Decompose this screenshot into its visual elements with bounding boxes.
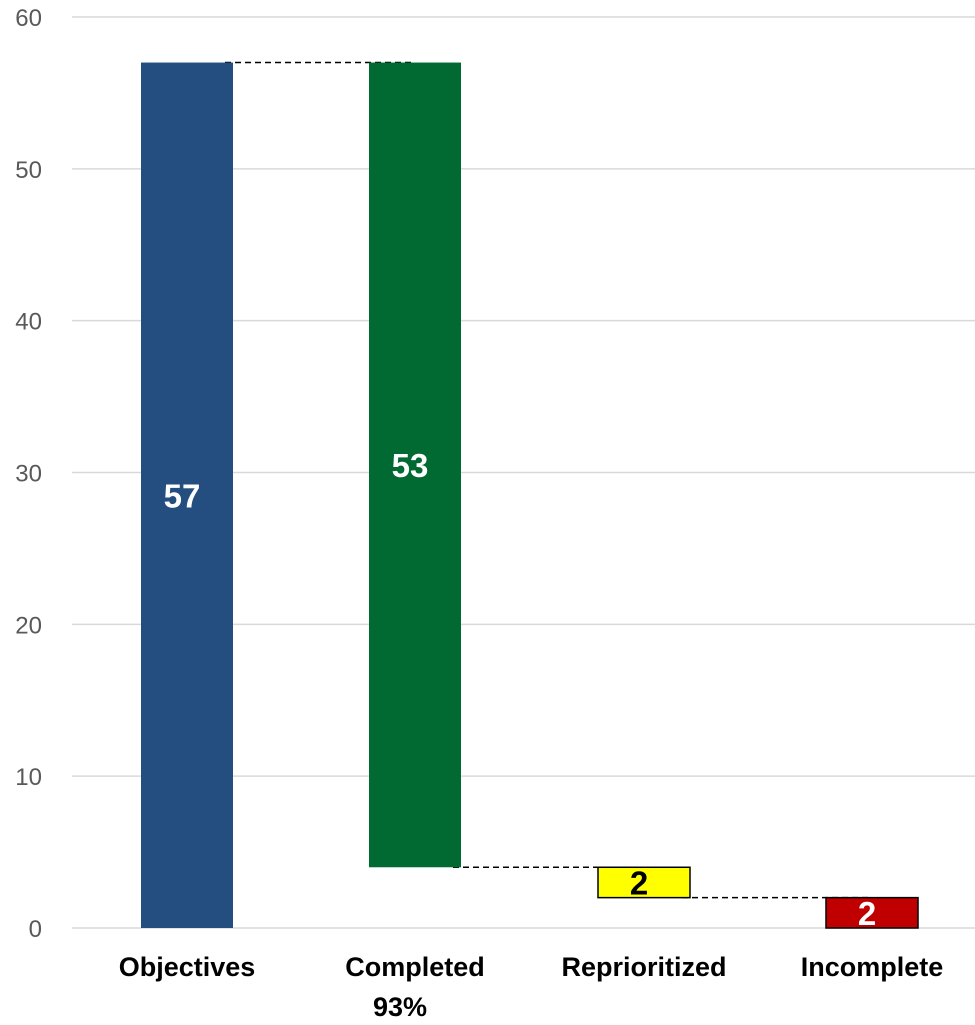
data-label-reprioritized: 2 [630,864,648,901]
category-sublabel-completed: 93% [373,992,427,1022]
category-label-completed: Completed [345,952,485,982]
data-labels: 57 53 2 2 [164,447,877,932]
x-axis-categories: Objectives Completed 93% Reprioritized Incom… [119,952,944,1022]
category-label-incomplete: Incomplete [801,952,944,982]
category-label-reprioritized: Reprioritized [561,952,726,982]
y-tick-label-0: 0 [29,916,42,943]
bar-incomplete [825,896,919,929]
bar-reprioritized [597,866,691,899]
y-tick-label-60: 60 [15,5,42,32]
data-label-objectives: 57 [164,477,201,514]
data-label-incomplete: 2 [858,895,876,932]
y-tick-label-40: 40 [15,309,42,336]
connector-lines [225,61,870,899]
y-tick-label-50: 50 [15,157,42,184]
bars [141,62,919,929]
bar-objectives [141,62,233,929]
y-tick-label-30: 30 [15,461,42,488]
y-tick-label-10: 10 [15,764,42,791]
y-axis-ticks: 0 10 20 30 40 50 60 [15,5,42,943]
y-tick-label-20: 20 [15,612,42,639]
data-label-completed: 53 [392,447,429,484]
bar-completed [369,62,461,868]
category-label-objectives: Objectives [119,952,256,982]
